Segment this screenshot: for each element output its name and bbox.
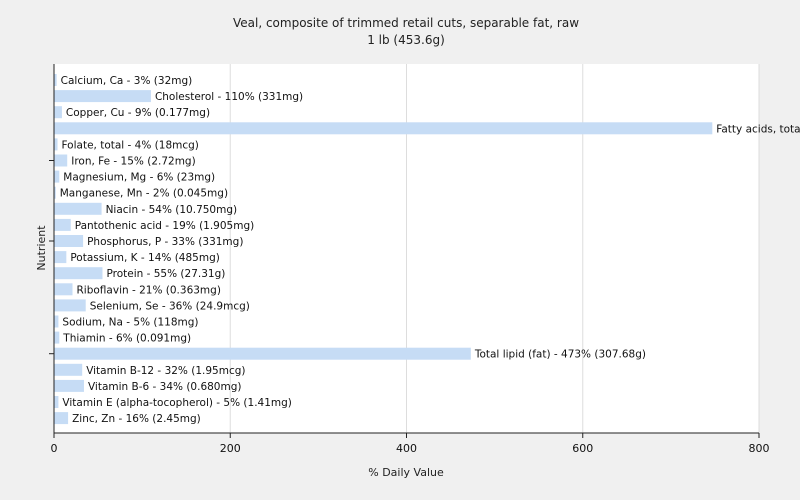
x-axis-ticks: 0 200 400 600 800 [51,433,770,455]
bar-label: Magnesium, Mg - 6% (23mg) [63,172,215,184]
bar [54,396,59,408]
bar-label: Phosphorus, P - 33% (331mg) [87,236,243,248]
bar-label: Niacin - 54% (10.750mg) [106,204,238,216]
bar-label: Copper, Cu - 9% (0.177mg) [66,107,210,119]
bar [54,202,102,215]
bar-label: Vitamin E (alpha-tocopherol) - 5% (1.41m… [62,397,292,409]
y-axis-ticks [49,160,54,355]
bar-label: Protein - 55% (27.31g) [106,268,225,280]
bar-label: Thiamin - 6% (0.091mg) [62,333,191,345]
bar [54,90,151,103]
bar [54,299,86,312]
bar [54,315,59,328]
bars: Calcium, Ca - 3% (32mg) Cholesterol - 110… [54,74,800,425]
bar [54,331,60,344]
bar-label: Folate, total - 4% (18mcg) [62,139,199,151]
bar-label: Cholesterol - 110% (331mg) [155,91,303,103]
x-tick-label: 0 [51,442,58,455]
bar [54,412,69,425]
bar-label: Riboflavin - 21% (0.363mg) [77,284,221,296]
x-tick-label: 200 [220,442,241,455]
bar-label: Sodium, Na - 5% (118mg) [62,317,198,329]
bar [54,170,60,183]
y-axis-title: Nutrient [35,225,48,271]
bar [54,251,67,264]
bar [54,379,84,392]
bar [54,186,56,199]
bar [54,218,71,231]
bar-label: Vitamin B-6 - 34% (0.680mg) [88,381,242,393]
bar-label: Iron, Fe - 15% (2.72mg) [71,156,195,168]
bar [54,122,713,135]
bar [54,106,62,119]
bar [54,283,73,296]
chart-title: Veal, composite of trimmed retail cuts, … [233,16,579,30]
bar-label: Fatty acids, total saturated - 747% (149… [716,123,800,135]
bar-label: Manganese, Mn - 2% (0.045mg) [60,188,228,200]
bar [54,74,57,86]
bar-label: Total lipid (fat) - 473% (307.68g) [474,349,646,361]
bar [54,267,103,280]
bar-label: Calcium, Ca - 3% (32mg) [61,75,193,87]
x-tick-label: 600 [572,442,593,455]
bar-label: Zinc, Zn - 16% (2.45mg) [72,413,201,425]
bar [54,347,471,360]
x-tick-label: 800 [749,442,770,455]
bar [54,154,68,167]
bar-label: Vitamin B-12 - 32% (1.95mcg) [86,365,245,377]
bar-label: Selenium, Se - 36% (24.9mcg) [90,300,250,312]
bar-label: Pantothenic acid - 19% (1.905mg) [75,220,254,232]
chart-subtitle: 1 lb (453.6g) [367,33,445,47]
bar [54,235,84,247]
x-axis-title: % Daily Value [368,466,444,479]
bar [54,138,58,151]
bar [54,363,83,376]
x-tick-label: 400 [396,442,417,455]
bar-label: Potassium, K - 14% (485mg) [70,252,220,264]
